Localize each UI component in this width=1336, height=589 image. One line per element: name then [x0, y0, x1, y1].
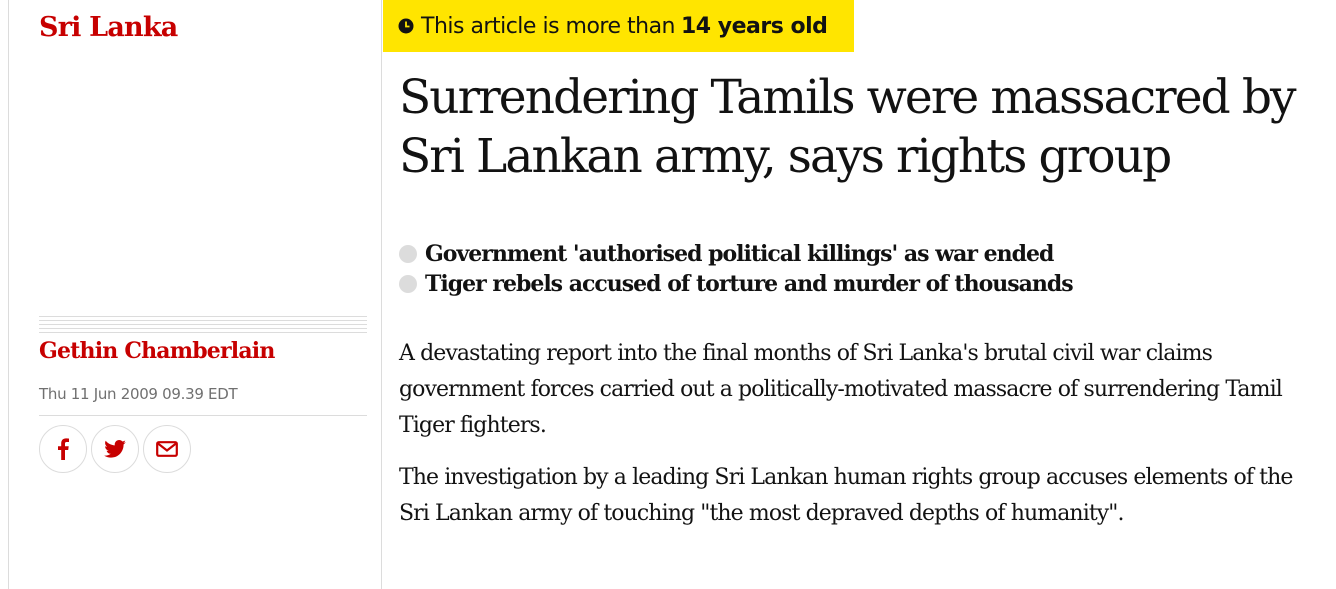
- meta-divider: [39, 415, 367, 416]
- column-divider: [381, 0, 382, 589]
- page-border: [8, 0, 9, 589]
- body-paragraph: The investigation by a leading Sri Lanka…: [399, 465, 1293, 526]
- article-age-warning: This article is more than 14 years old: [383, 0, 854, 52]
- standfirst-item: Tiger rebels accused of torture and murd…: [399, 269, 1329, 299]
- facebook-icon: [56, 438, 70, 460]
- article-headline: Surrendering Tamils were massacred by Sr…: [399, 70, 1297, 184]
- twitter-icon: [104, 440, 126, 458]
- standfirst-item: Government 'authorised political killing…: [399, 239, 1329, 269]
- email-share-button[interactable]: [143, 425, 191, 473]
- clock-icon: [398, 18, 414, 34]
- email-icon: [156, 441, 178, 457]
- article-body: A devastating report into the final mont…: [399, 336, 1319, 548]
- twitter-share-button[interactable]: [91, 425, 139, 473]
- article-standfirst: Government 'authorised political killing…: [399, 239, 1329, 299]
- author-link[interactable]: Gethin Chamberlain: [39, 338, 275, 364]
- standfirst-text: Government 'authorised political killing…: [425, 241, 1054, 267]
- byline-rules-divider: [39, 316, 367, 334]
- share-buttons: [39, 425, 191, 473]
- bullet-icon: [399, 245, 417, 263]
- publish-date: Thu 11 Jun 2009 09.39 EDT: [39, 385, 238, 403]
- age-warning-age: 14 years old: [681, 13, 828, 39]
- standfirst-text: Tiger rebels accused of torture and murd…: [425, 271, 1074, 297]
- bullet-icon: [399, 275, 417, 293]
- section-label-link[interactable]: Sri Lanka: [39, 12, 178, 43]
- age-warning-prefix: This article is more than: [421, 13, 676, 39]
- body-paragraph: A devastating report into the final mont…: [399, 341, 1283, 438]
- facebook-share-button[interactable]: [39, 425, 87, 473]
